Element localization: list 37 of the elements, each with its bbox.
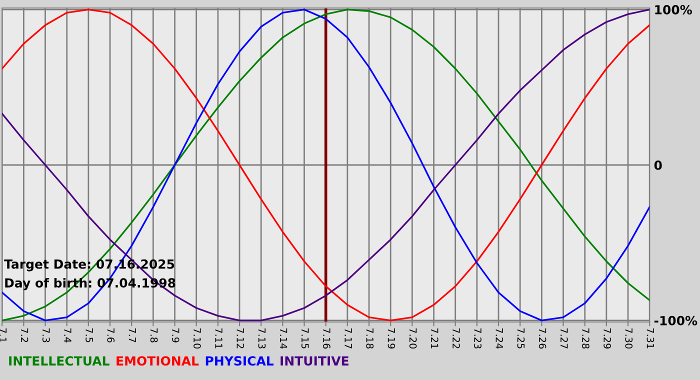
x-tick-label: 7.8 — [150, 328, 158, 342]
x-tick-label: 7.31 — [646, 328, 654, 348]
x-tick-label: 7.24 — [496, 328, 504, 349]
x-tick-label: 7.26 — [538, 328, 546, 349]
x-tick-label: 7.3 — [42, 328, 50, 342]
text: INTELLECTUAL — [9, 356, 110, 366]
y-tick-label: 0 — [654, 160, 662, 170]
x-tick-label: 7.23 — [474, 328, 482, 348]
x-tick-label: 7.11 — [215, 328, 222, 348]
x-tick-label: 7.6 — [107, 328, 115, 342]
text: PHYSICAL — [206, 356, 274, 366]
x-tick-label: 7.15 — [301, 328, 309, 348]
x-tick-label: 7.29 — [604, 328, 611, 349]
x-tick-label: 7.13 — [258, 328, 266, 348]
x-tick-label: 7.5 — [86, 328, 93, 342]
x-tick-label: 7.21 — [431, 328, 438, 348]
x-tick-label: 7.22 — [452, 328, 460, 348]
x-tick-label: 7.16 — [323, 328, 330, 349]
x-tick-label: 7.19 — [388, 328, 396, 349]
x-tick-label: 7.12 — [236, 328, 244, 348]
text: EMOTIONAL — [116, 356, 199, 366]
text: INTUITIVE — [280, 356, 348, 366]
x-tick-label: 7.14 — [280, 328, 288, 349]
x-tick-label: 7.9 — [172, 328, 180, 342]
x-tick-label: 7.18 — [366, 328, 374, 349]
x-tick-label: 7.10 — [194, 328, 201, 349]
x-tick-label: 7.7 — [128, 328, 136, 342]
x-tick-label: 7.27 — [560, 328, 568, 348]
x-tick-label: 7.25 — [517, 328, 525, 348]
x-tick-label: 7.30 — [625, 328, 633, 349]
y-tick-label: -100% — [654, 316, 698, 326]
x-tick-label: 7.20 — [409, 328, 417, 349]
x-tick-label: 7.4 — [64, 328, 72, 342]
x-tick-label: 7.17 — [344, 328, 352, 348]
y-tick-label: 100% — [655, 5, 692, 14]
x-tick-label: 7.2 — [21, 328, 28, 342]
x-tick-label: 7.28 — [582, 328, 590, 349]
